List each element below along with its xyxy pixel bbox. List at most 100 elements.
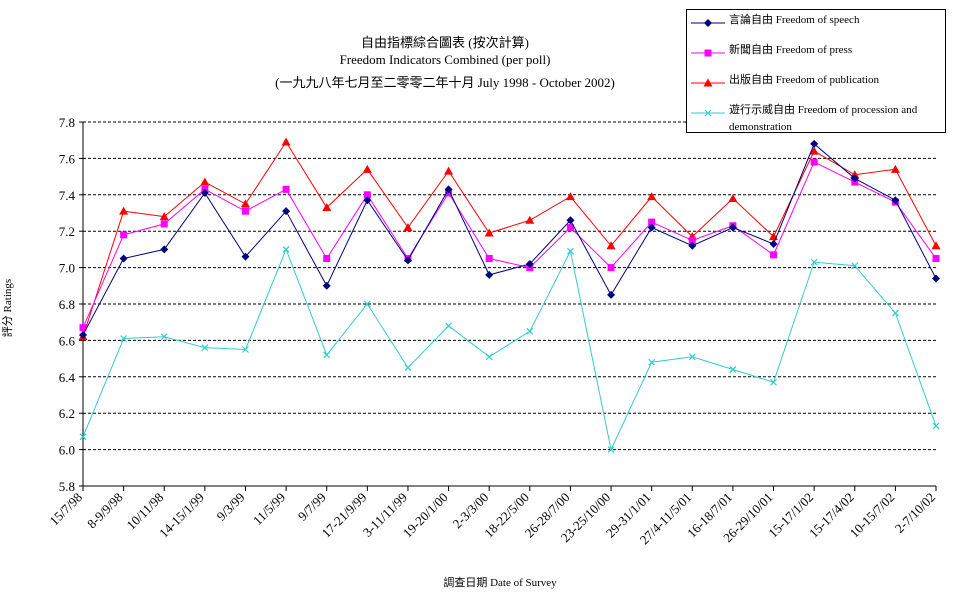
data-point-procession — [445, 322, 452, 330]
data-point-procession-stroke — [323, 351, 331, 359]
data-point-procession — [242, 346, 249, 353]
data-point-speech — [607, 290, 616, 299]
data-point-publication — [403, 223, 413, 232]
x-tick-label: 8-9/9/98 — [84, 490, 126, 532]
data-point-procession-stroke — [445, 322, 452, 330]
data-point-speech — [728, 223, 737, 232]
y-tick-label: 6.6 — [59, 333, 76, 348]
data-point-publication — [281, 137, 291, 146]
data-point-publication — [484, 228, 494, 237]
data-point-procession — [485, 353, 493, 361]
y-tick-label: 6.8 — [59, 297, 75, 312]
data-point-procession-stroke — [242, 346, 249, 353]
data-point-press — [160, 220, 168, 228]
legend-marker-publication — [703, 78, 713, 87]
data-point-press — [566, 224, 574, 232]
data-point-procession — [282, 245, 290, 253]
data-point-publication — [119, 206, 129, 215]
legend-swatch-speech — [691, 19, 725, 27]
x-tick-label: 14-15/1/99 — [156, 490, 207, 541]
legend-marker-procession-stroke — [704, 109, 712, 117]
data-point-procession — [810, 258, 818, 266]
data-point-procession — [323, 351, 331, 359]
data-point-press — [770, 251, 778, 259]
series-line-procession — [82, 248, 937, 452]
data-point-procession — [160, 333, 168, 341]
x-tick-label: 19-20/1/00 — [400, 490, 451, 541]
series-procession — [79, 245, 940, 454]
data-point-procession-stroke — [201, 344, 209, 352]
data-point-procession-stroke — [810, 258, 818, 266]
data-point-procession — [404, 364, 412, 372]
data-point-speech — [363, 196, 372, 205]
data-point-procession-stroke — [485, 353, 493, 361]
data-point-speech — [444, 185, 453, 194]
chart-title-en: Freedom Indicators Combined (per poll) — [339, 52, 551, 67]
legend: 言論自由 Freedom of speech 新聞自由 Freedom of p… — [686, 9, 946, 133]
data-point-publication — [322, 203, 332, 212]
data-point-procession — [79, 433, 87, 441]
data-point-procession-stroke — [607, 446, 615, 454]
data-point-speech — [403, 256, 412, 265]
y-axis-label: 評分 Ratings — [2, 278, 15, 338]
y-tick-label: 7.2 — [59, 224, 75, 239]
data-point-press — [282, 185, 290, 193]
data-point-speech — [566, 216, 575, 225]
y-tick-label: 7.4 — [59, 188, 76, 203]
data-point-speech — [810, 139, 819, 148]
data-point-publication — [809, 146, 819, 155]
data-point-press — [485, 255, 493, 262]
x-tick-label: 10-15/7/02 — [847, 490, 898, 541]
data-point-procession-stroke — [688, 353, 696, 361]
data-point-procession-stroke — [648, 358, 656, 366]
data-point-press — [648, 218, 656, 226]
x-axis-label: 調查日期 Date of Survey — [443, 577, 557, 589]
data-point-press — [607, 264, 615, 272]
data-point-speech — [769, 239, 778, 248]
data-point-procession — [688, 353, 696, 361]
data-point-procession — [607, 446, 615, 454]
data-point-procession — [770, 378, 777, 386]
data-point-publication — [362, 164, 372, 173]
data-point-speech — [160, 245, 169, 254]
grid-lines — [83, 121, 936, 451]
data-point-speech — [241, 252, 250, 261]
y-tick-label: 7.0 — [59, 261, 75, 276]
data-point-publication — [444, 166, 454, 175]
data-point-procession-stroke — [79, 433, 87, 441]
legend-marker-press — [704, 49, 712, 57]
data-point-speech — [282, 207, 291, 216]
legend-label-press: 新聞自由 Freedom of press — [729, 44, 853, 56]
data-point-speech — [850, 174, 859, 183]
data-point-procession — [891, 309, 899, 317]
series-line-publication — [82, 141, 937, 337]
axes: 5.8 6.0 6.2 6.4 6.6 6.8 7.0 7.2 7.4 7.6 7.8 15/7/98… — [46, 115, 938, 547]
data-point-procession-stroke — [363, 300, 371, 308]
data-point-press — [241, 207, 249, 215]
legend-swatch-procession — [691, 109, 725, 117]
series-line-speech — [82, 143, 937, 336]
data-point-publication — [931, 241, 941, 250]
data-point-press — [810, 158, 818, 166]
legend-label-procession: 遊行示威自由 Freedom of procession and demonst… — [729, 104, 918, 133]
data-point-speech — [525, 259, 534, 268]
legend-item-press: 新聞自由 Freedom of press — [687, 42, 945, 74]
data-point-procession-stroke — [160, 333, 168, 341]
series-speech — [79, 139, 940, 339]
data-point-procession — [932, 422, 940, 430]
data-point-procession — [120, 335, 128, 343]
series-layer — [78, 137, 941, 454]
y-tick-label: 6.0 — [59, 443, 75, 458]
x-tick-label: 9/7/99 — [295, 490, 329, 524]
legend-marker-speech — [704, 19, 712, 27]
y-tick-label: 6.2 — [59, 406, 75, 421]
data-point-publication — [240, 199, 250, 208]
x-tick-label: 15/7/98 — [46, 490, 85, 529]
chart-title-zh: 自由指標綜合圖表 (按次計算) — [361, 35, 529, 50]
data-point-publication — [565, 192, 575, 201]
legend-label-speech: 言論自由 Freedom of speech — [729, 14, 860, 26]
data-point-procession-stroke — [729, 366, 737, 373]
data-point-speech — [932, 274, 940, 283]
data-point-publication — [647, 192, 657, 201]
